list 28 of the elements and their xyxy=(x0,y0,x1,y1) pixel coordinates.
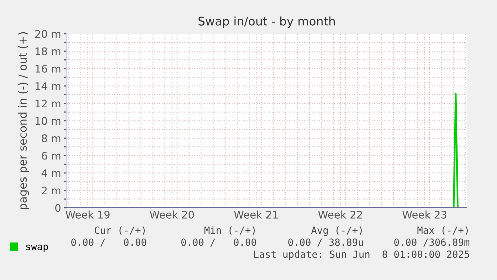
x-tick-label: Week 23 xyxy=(402,210,447,219)
text: Min (-/+) xyxy=(204,226,255,236)
y-tick-label: 12 m xyxy=(36,100,61,108)
text: Cur (-/+) xyxy=(94,226,145,236)
legend-label: swap xyxy=(26,244,48,252)
text: Last update: Sun Jun 8 01:00:00 2025 xyxy=(254,250,470,260)
y-tick-label: 0 xyxy=(56,204,61,212)
y-tick-label: 20 m xyxy=(35,30,61,38)
y-tick-label: 18 m xyxy=(36,48,61,56)
y-tick-label: 10 m xyxy=(36,117,61,126)
text: Avg (-/+) xyxy=(312,226,362,236)
x-tick-label: Week 20 xyxy=(150,210,194,219)
y-tick-label: 14 m xyxy=(36,82,61,90)
y-tick-label: 8 m xyxy=(42,134,61,143)
text: 0.00 /306.89m xyxy=(394,238,470,247)
text: Max (-/+) xyxy=(418,226,468,236)
x-tick-label: Week 21 xyxy=(234,210,278,219)
text: 0.00 / 0.00 xyxy=(182,238,256,247)
text: 0.00 / 38.89u xyxy=(288,238,364,247)
text: 0.00 / 0.00 xyxy=(72,238,146,247)
y-tick-label: 4 m xyxy=(42,170,61,178)
x-tick-label: Week 22 xyxy=(318,210,362,219)
y-tick-label: 6 m xyxy=(42,152,61,160)
y-tick-label: 2 m xyxy=(42,186,61,195)
y-tick-label: 16 m xyxy=(36,65,61,73)
y-axis-title: pages per second in (-) / out (+) xyxy=(18,32,30,210)
x-tick-label: Week 19 xyxy=(66,210,110,219)
chart-title: Swap in/out - by month xyxy=(198,16,336,28)
